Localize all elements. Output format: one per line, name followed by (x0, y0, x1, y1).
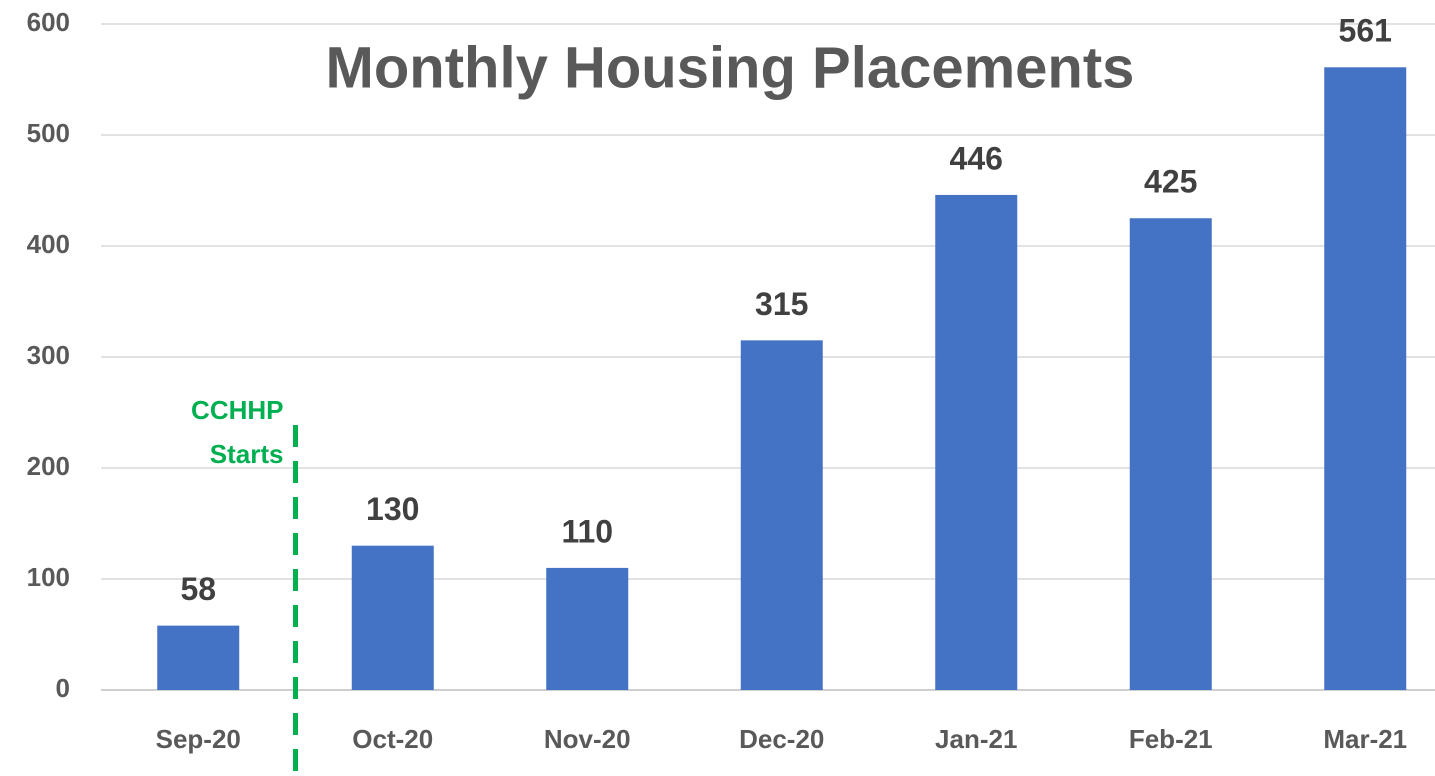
bar (1324, 67, 1407, 691)
data-label: 425 (1144, 164, 1197, 200)
bar (935, 194, 1018, 690)
x-tick-label: Sep-20 (156, 724, 241, 754)
x-tick-label: Jan-21 (935, 724, 1017, 754)
y-tick-label: 300 (27, 340, 70, 370)
annotation-text: Starts (210, 439, 284, 469)
y-tick-label: 100 (27, 562, 70, 592)
bar (1129, 218, 1212, 690)
data-label: 110 (561, 513, 613, 549)
y-tick-label: 600 (27, 7, 70, 37)
bar (546, 567, 629, 690)
y-tick-label: 0 (56, 673, 70, 703)
data-label: 58 (180, 571, 216, 607)
x-tick-label: Mar-21 (1323, 724, 1407, 754)
x-tick-label: Dec-20 (739, 724, 824, 754)
x-tick-label: Feb-21 (1129, 724, 1213, 754)
data-label: 130 (366, 491, 419, 527)
data-label: 315 (755, 286, 808, 322)
y-tick-label: 200 (27, 451, 70, 481)
x-tick-label: Nov-20 (544, 724, 631, 754)
chart-title: Monthly Housing Placements (326, 35, 1135, 100)
y-tick-label: 500 (27, 118, 70, 148)
y-tick-label: 400 (27, 229, 70, 259)
bar (351, 545, 434, 690)
bar (740, 340, 823, 690)
x-tick-label: Oct-20 (352, 724, 433, 754)
annotation-text: CCHHP (191, 395, 283, 425)
bar (157, 625, 240, 690)
data-label: 561 (1339, 13, 1392, 49)
data-label: 446 (950, 140, 1003, 176)
